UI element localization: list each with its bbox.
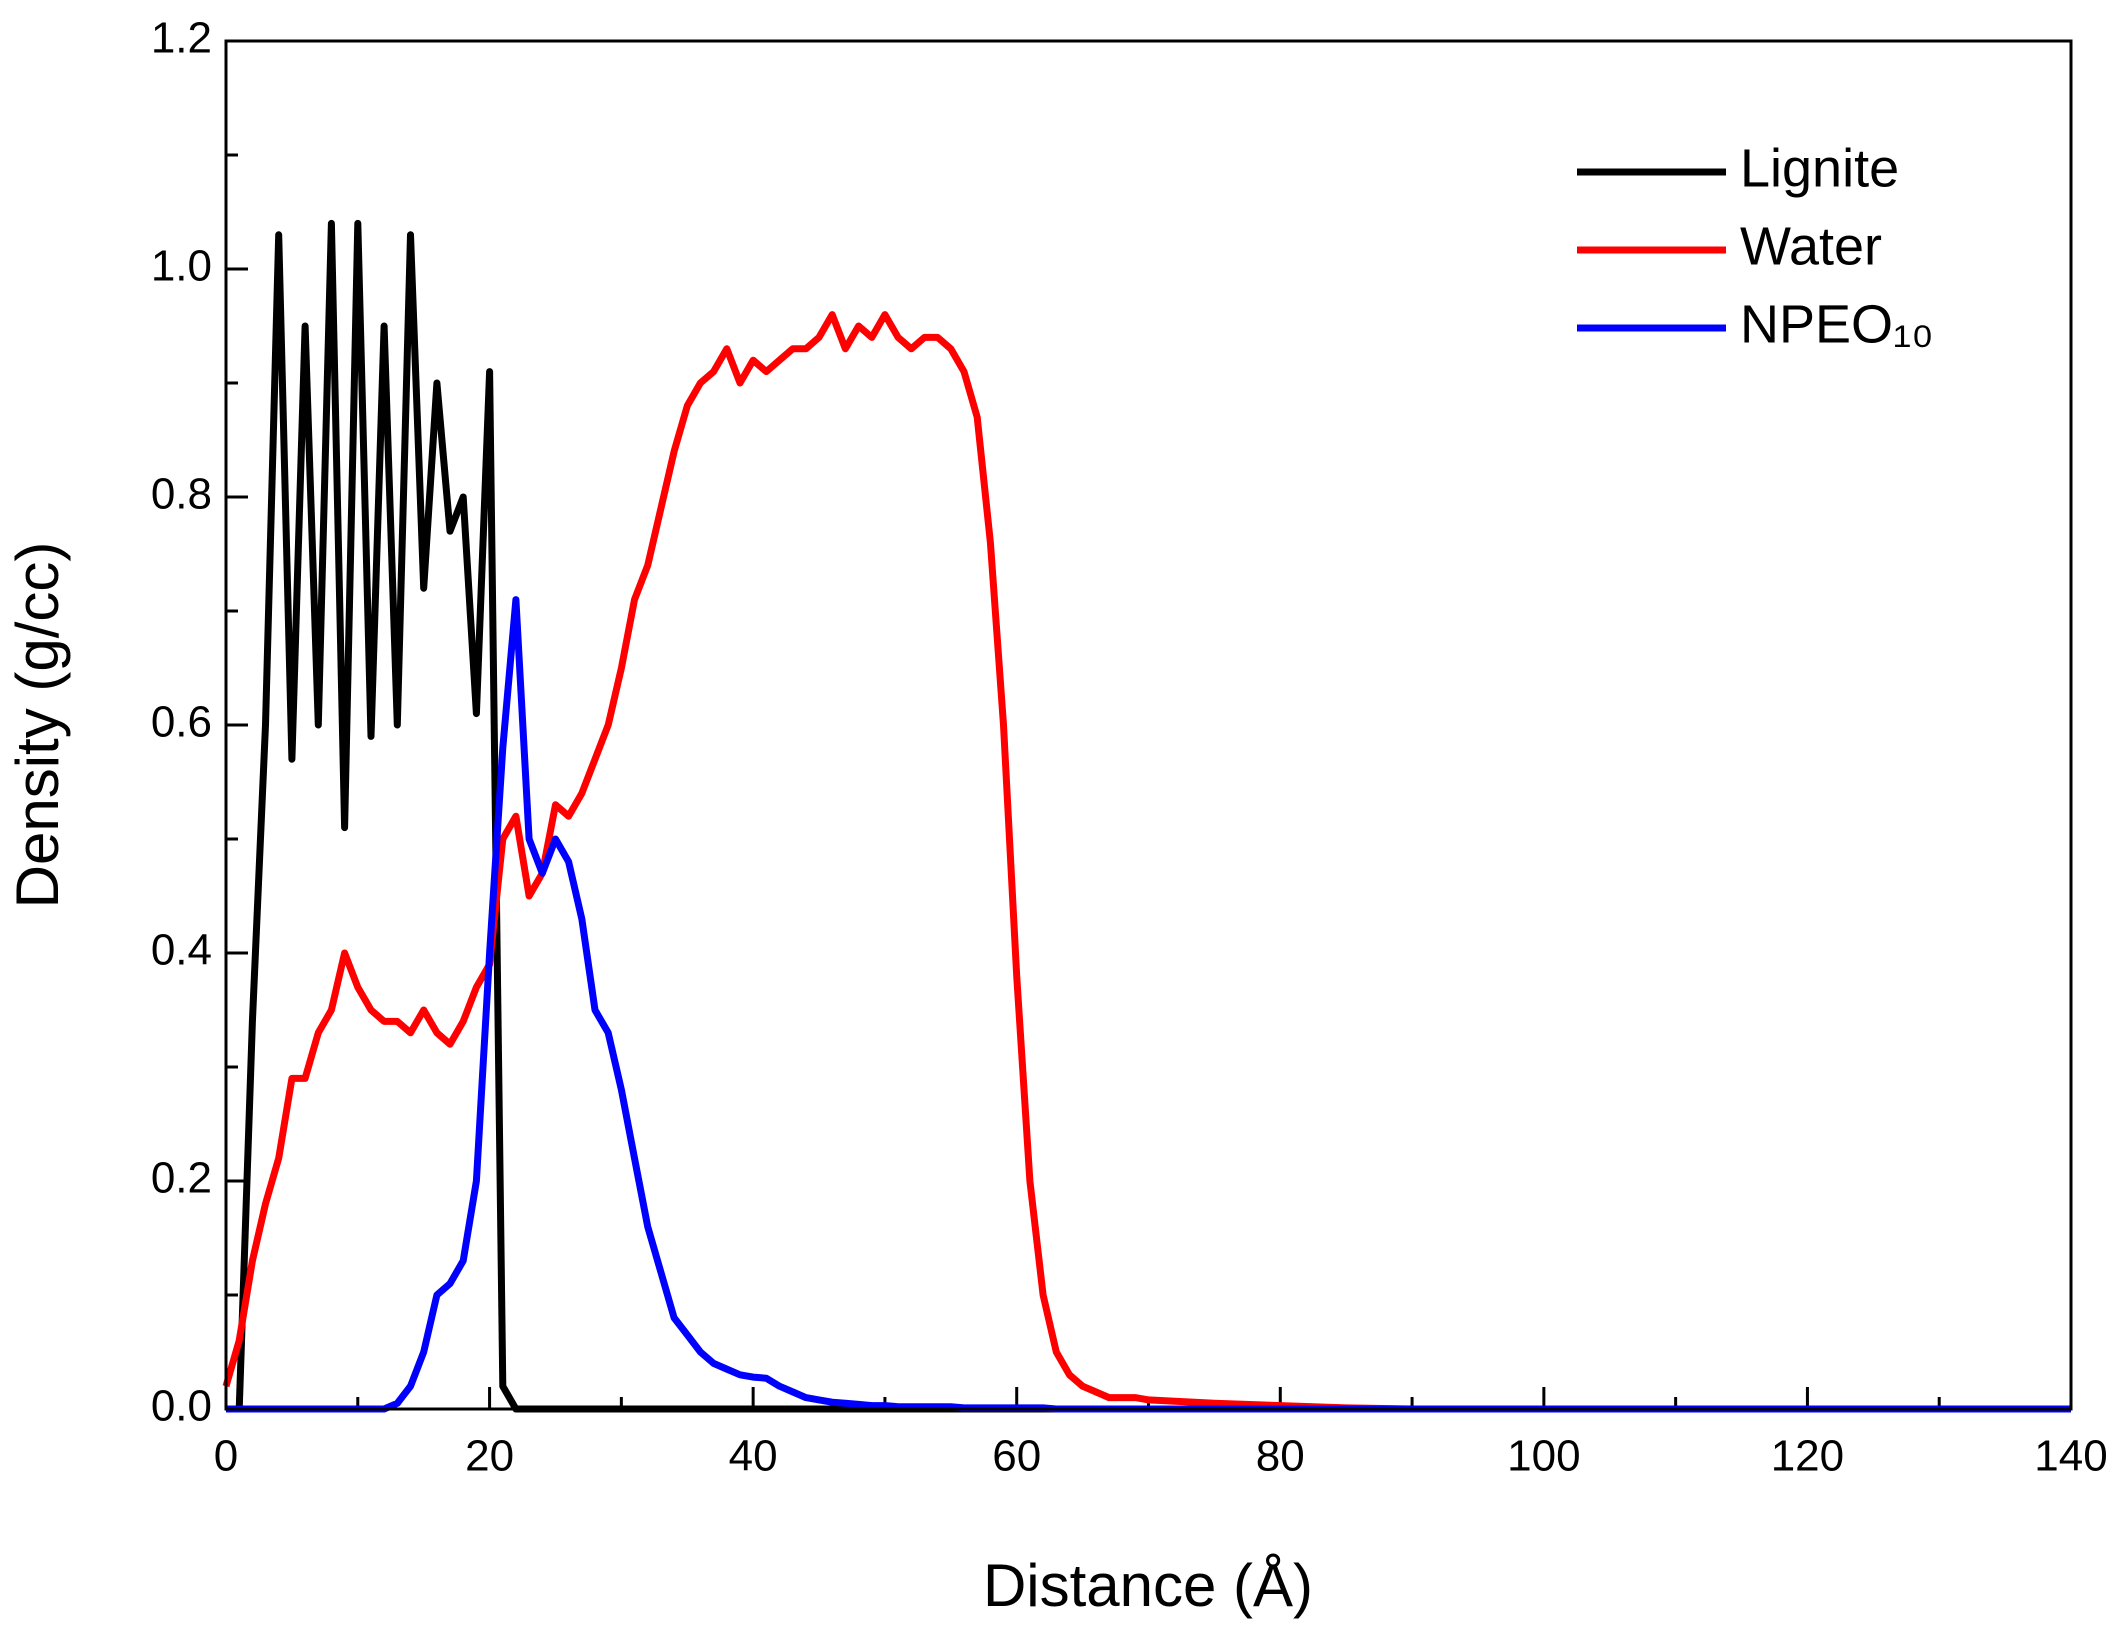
y-tick-label: 0.8 [151, 470, 212, 519]
y-tick-label: 1.0 [151, 242, 212, 291]
y-axis-title: Density (g/cc) [4, 542, 71, 909]
x-tick-label: 100 [1507, 1432, 1580, 1481]
x-tick-label: 120 [1771, 1432, 1844, 1481]
x-tick-label: 140 [2034, 1432, 2107, 1481]
legend-label: Water [1740, 216, 1882, 276]
y-tick-label: 0.0 [151, 1382, 212, 1431]
x-tick-label: 20 [465, 1432, 514, 1481]
legend-label: NPEO₁₀ [1740, 294, 1934, 354]
y-tick-label: 0.2 [151, 1154, 212, 1203]
legend-label: Lignite [1740, 138, 1899, 198]
x-axis-title: Distance (Å) [983, 1552, 1313, 1619]
plot-frame [224, 39, 2073, 1411]
x-tick-label: 80 [1256, 1432, 1305, 1481]
y-tick-label: 0.4 [151, 926, 212, 975]
x-tick-label: 40 [729, 1432, 778, 1481]
x-tick-label: 60 [992, 1432, 1041, 1481]
x-tick-label: 0 [214, 1432, 238, 1481]
y-tick-label: 1.2 [151, 14, 212, 63]
y-tick-label: 0.6 [151, 698, 212, 747]
series-line [226, 219, 2071, 1413]
series-line [222, 311, 2071, 1413]
